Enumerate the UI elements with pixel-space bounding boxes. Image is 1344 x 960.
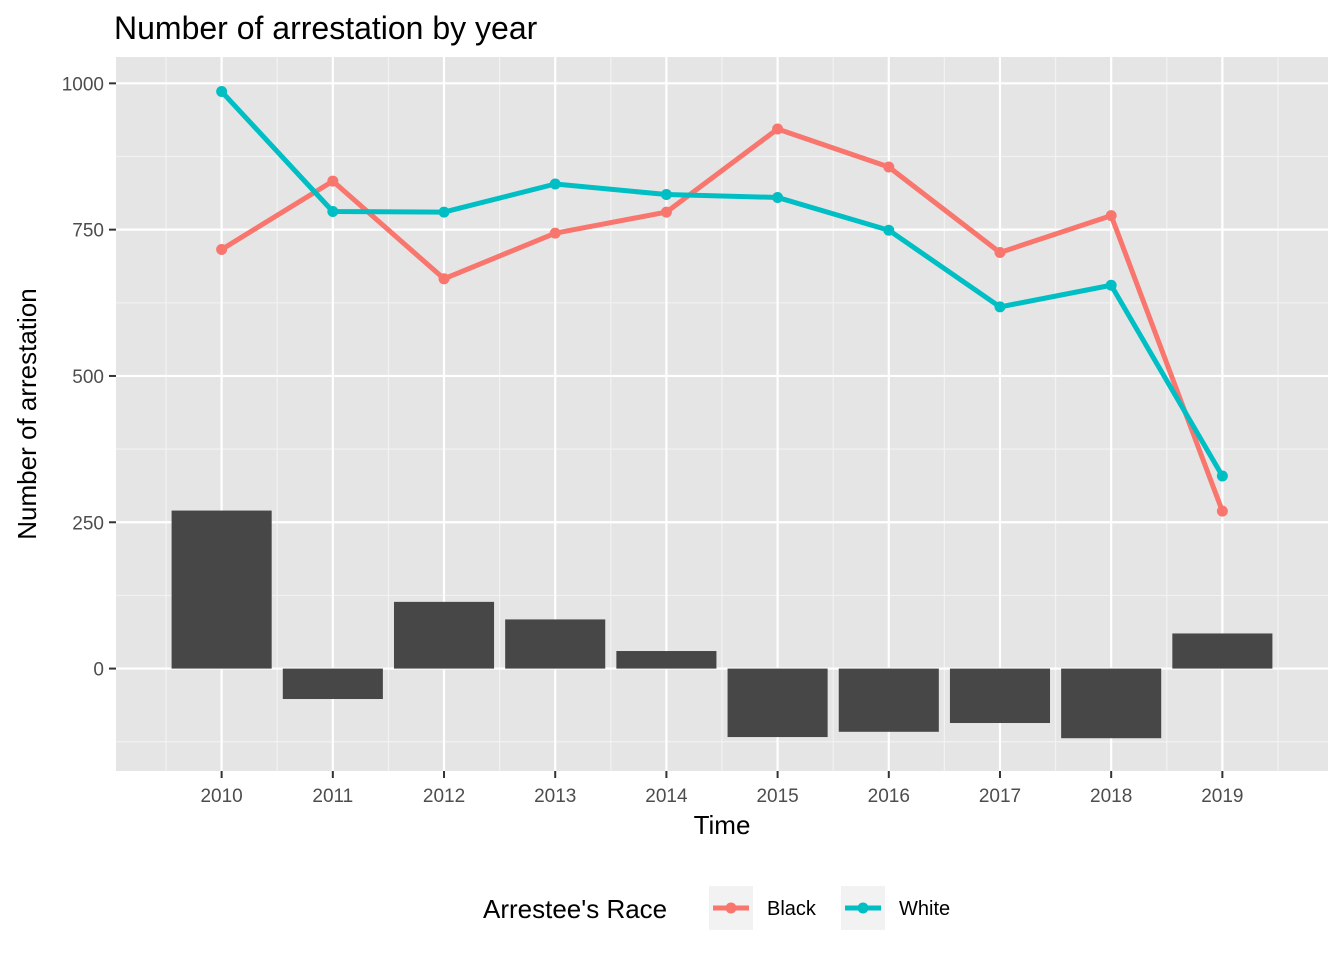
series-points	[216, 86, 1228, 517]
data-point-white	[883, 224, 895, 236]
difference-bar	[282, 668, 383, 700]
data-point-white	[660, 189, 672, 201]
data-point-white	[1216, 470, 1228, 482]
y-tick-label: 750	[72, 221, 104, 242]
difference-bar	[616, 651, 717, 669]
series-lines	[219, 89, 1225, 513]
series-line-black	[220, 126, 1225, 513]
x-tick-label: 2012	[423, 786, 465, 807]
x-tick-label: 2011	[312, 786, 353, 807]
x-tick-label: 2016	[868, 786, 910, 807]
minor-gridlines	[116, 57, 1328, 771]
difference-bar	[838, 668, 939, 732]
chart-title: Number of arrestation by year	[114, 10, 538, 46]
difference-bar	[171, 510, 272, 669]
y-tick-label: 250	[72, 513, 104, 534]
x-tick-label: 2013	[534, 786, 576, 807]
y-axis-ticks: 0 250 500 750 1000	[62, 74, 116, 681]
legend-title: Arrestee's Race	[483, 894, 667, 924]
y-axis-title: Number of arrestation	[12, 288, 42, 539]
legend-key-point-white	[857, 902, 869, 914]
data-point-black	[772, 123, 784, 135]
data-point-black	[216, 244, 228, 256]
data-point-white	[994, 301, 1006, 313]
difference-bar	[1061, 668, 1162, 739]
data-point-white	[772, 191, 784, 203]
x-tick-label: 2015	[756, 786, 798, 807]
legend-items: Black White	[709, 886, 950, 930]
legend-key-point-black	[725, 902, 737, 914]
y-tick-label: 0	[93, 660, 104, 681]
x-tick-label: 2014	[645, 786, 688, 807]
legend-label-white: White	[899, 898, 950, 920]
data-point-black	[660, 206, 672, 218]
legend-label-black: Black	[767, 898, 817, 920]
data-point-white	[327, 206, 339, 218]
difference-bar	[1172, 633, 1273, 669]
x-tick-label: 2019	[1201, 786, 1243, 807]
difference-bar	[949, 668, 1051, 724]
data-point-white	[549, 178, 561, 190]
x-tick-label: 2010	[200, 786, 242, 807]
series-line-white	[219, 89, 1225, 478]
data-point-black	[883, 161, 895, 173]
data-point-black	[438, 273, 450, 285]
data-point-black	[994, 246, 1006, 258]
y-tick-label: 1000	[62, 74, 104, 95]
x-axis-title: Time	[694, 810, 751, 840]
x-axis-ticks: 2010 2011 2012 2013 2014 2015 2016 2017 2018 2019	[200, 771, 1244, 807]
difference-bar	[727, 668, 828, 738]
data-point-black	[549, 227, 561, 239]
data-point-white	[216, 86, 228, 98]
difference-bar	[393, 601, 495, 669]
data-point-white	[438, 206, 450, 218]
data-point-black	[327, 175, 339, 187]
legend: Arrestee's Race Black White	[483, 886, 950, 930]
difference-bars	[171, 510, 1273, 739]
x-tick-label: 2018	[1090, 786, 1132, 807]
data-point-black	[1105, 210, 1117, 222]
difference-bar	[505, 619, 606, 669]
data-point-white	[1105, 279, 1117, 291]
y-tick-label: 500	[72, 367, 104, 388]
x-tick-label: 2017	[979, 786, 1021, 807]
data-point-black	[1216, 505, 1228, 517]
